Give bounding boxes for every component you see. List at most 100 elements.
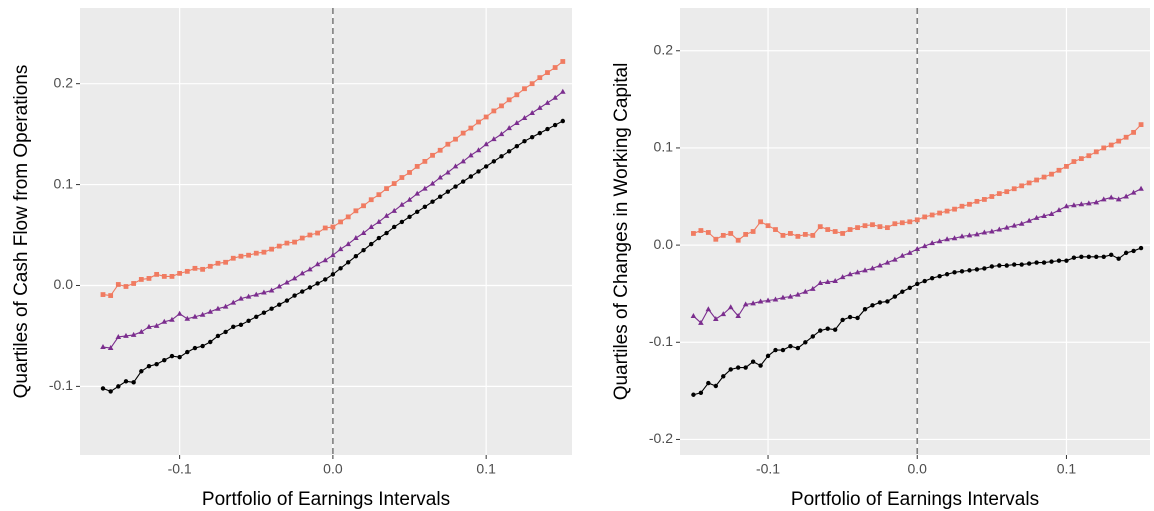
point xyxy=(728,231,734,236)
point xyxy=(108,293,114,298)
point xyxy=(560,88,566,94)
point xyxy=(200,266,206,272)
point xyxy=(291,275,298,281)
point xyxy=(514,120,520,126)
point xyxy=(1003,224,1010,230)
point xyxy=(269,246,274,252)
point xyxy=(840,317,845,323)
point xyxy=(1004,263,1009,268)
point xyxy=(346,260,351,265)
plot-panel xyxy=(680,8,1150,455)
point xyxy=(337,246,344,252)
x-tick-label: -0.1 xyxy=(756,461,780,477)
point xyxy=(414,209,420,215)
x-tick-label: 0.1 xyxy=(1057,461,1077,477)
point xyxy=(368,197,374,203)
point xyxy=(199,311,206,317)
point xyxy=(307,232,313,238)
y-tick-label: -0.1 xyxy=(649,333,673,349)
point xyxy=(422,204,428,209)
point xyxy=(215,305,221,311)
point xyxy=(855,225,860,231)
point xyxy=(884,259,891,265)
point xyxy=(276,283,283,289)
point xyxy=(877,262,883,268)
point xyxy=(997,263,1002,268)
point xyxy=(560,59,566,64)
point xyxy=(1019,262,1024,267)
point xyxy=(691,231,696,236)
point xyxy=(705,306,712,312)
point xyxy=(788,343,793,349)
point xyxy=(1115,196,1122,202)
point xyxy=(1138,245,1144,251)
point xyxy=(207,308,214,314)
point xyxy=(952,206,957,212)
point xyxy=(1078,156,1084,162)
point xyxy=(453,136,458,142)
point xyxy=(430,199,435,204)
point xyxy=(735,237,741,243)
point xyxy=(720,232,726,238)
point xyxy=(230,255,236,261)
point xyxy=(146,323,152,329)
point xyxy=(967,268,972,273)
point xyxy=(460,179,466,184)
point xyxy=(1093,149,1099,155)
point xyxy=(529,109,535,115)
point xyxy=(952,270,957,275)
point xyxy=(974,198,980,204)
point xyxy=(937,274,942,279)
point xyxy=(123,379,129,384)
point xyxy=(1100,196,1107,202)
point xyxy=(123,332,129,338)
point xyxy=(847,271,853,277)
point xyxy=(154,361,159,367)
point xyxy=(176,310,183,316)
point xyxy=(795,345,801,351)
point xyxy=(537,75,543,81)
point xyxy=(929,212,935,218)
point xyxy=(982,266,987,271)
point xyxy=(130,331,137,337)
point xyxy=(391,181,397,186)
point xyxy=(123,284,129,289)
point xyxy=(307,285,313,290)
point xyxy=(847,227,853,232)
point xyxy=(780,294,786,300)
point xyxy=(207,263,213,269)
point xyxy=(742,301,749,307)
point xyxy=(330,272,336,277)
point xyxy=(330,252,336,258)
point xyxy=(758,219,763,225)
point xyxy=(154,271,160,277)
x-axis-title: Portfolio of Earnings Intervals xyxy=(791,489,1039,510)
point xyxy=(537,104,543,110)
point xyxy=(1049,171,1054,177)
point xyxy=(929,275,935,281)
point xyxy=(951,235,958,241)
point xyxy=(989,228,995,234)
point xyxy=(892,294,898,299)
point xyxy=(192,313,198,319)
point xyxy=(862,223,868,229)
point xyxy=(750,359,756,364)
point xyxy=(169,353,175,359)
point xyxy=(900,289,905,294)
point xyxy=(269,306,274,311)
point xyxy=(1026,217,1032,223)
point xyxy=(906,249,913,255)
point xyxy=(131,281,137,286)
point xyxy=(115,333,122,339)
point xyxy=(100,386,106,391)
point xyxy=(292,293,297,298)
point xyxy=(208,339,213,345)
point xyxy=(1130,189,1137,195)
point xyxy=(284,240,290,246)
point xyxy=(261,310,267,315)
point xyxy=(522,138,527,144)
point xyxy=(907,285,912,291)
point xyxy=(261,289,267,295)
point xyxy=(445,189,451,194)
point xyxy=(368,223,375,229)
